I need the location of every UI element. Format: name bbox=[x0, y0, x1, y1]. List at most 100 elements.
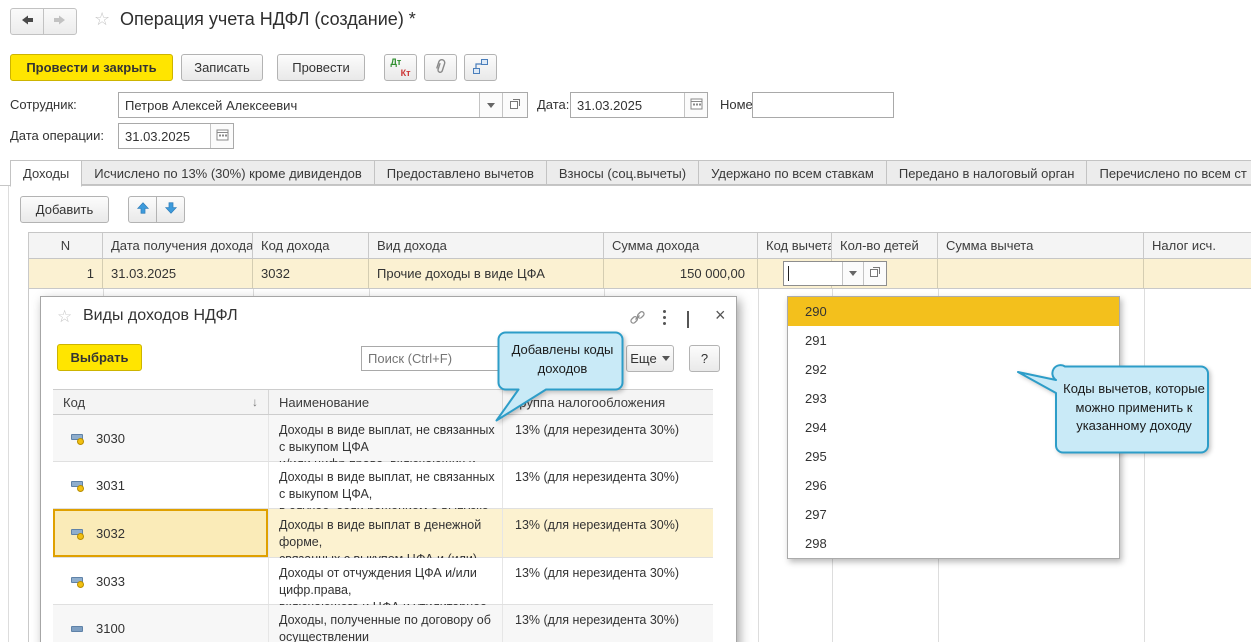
operation-date-label: Дата операции: bbox=[10, 128, 104, 143]
date-field bbox=[570, 92, 708, 118]
col-tax-calculated: Налог исч. bbox=[1152, 238, 1216, 253]
dropdown-item[interactable]: 291 bbox=[805, 333, 827, 348]
cell-n: 1 bbox=[29, 259, 103, 288]
arrow-up-icon bbox=[136, 201, 150, 218]
add-row-button[interactable]: Добавить bbox=[20, 196, 109, 223]
cell-tax-calculated bbox=[1144, 259, 1251, 288]
dropdown-item[interactable]: 294 bbox=[805, 420, 827, 435]
tab-incomes[interactable]: Доходы bbox=[10, 160, 83, 187]
name-cell: Доходы, полученные по договору об осущес… bbox=[269, 605, 503, 642]
income-type-row[interactable]: 3100 Доходы, полученные по договору об о… bbox=[53, 605, 713, 642]
name-cell: Доходы от отчуждения ЦФА и/или цифр.прав… bbox=[269, 558, 503, 631]
forward-button[interactable] bbox=[43, 8, 77, 35]
cell-income-amount: 150 000,00 bbox=[604, 259, 758, 288]
structure-icon bbox=[472, 58, 489, 78]
back-button[interactable] bbox=[10, 8, 44, 35]
income-type-row-selected[interactable]: 3032 Доходы в виде выплат в денежной фор… bbox=[53, 509, 713, 583]
paperclip-icon bbox=[433, 58, 448, 78]
attachments-button[interactable] bbox=[424, 54, 457, 81]
number-field bbox=[752, 92, 894, 118]
employee-open-button[interactable] bbox=[502, 93, 527, 117]
more-button[interactable]: Еще bbox=[626, 345, 674, 372]
maximize-icon[interactable] bbox=[687, 311, 689, 328]
col-deduction-amount: Сумма вычета bbox=[938, 233, 1144, 258]
income-table-header: N Дата получения дохода Код дохода Вид д… bbox=[29, 232, 1251, 259]
post-button[interactable]: Провести bbox=[277, 54, 365, 81]
dropdown-item[interactable]: 295 bbox=[805, 449, 827, 464]
deduction-code-input[interactable] bbox=[784, 262, 842, 285]
tab-transferred-to-tax[interactable]: Передано в налоговый орган bbox=[885, 160, 1088, 185]
maximize-box bbox=[687, 311, 689, 328]
open-icon bbox=[509, 98, 521, 113]
favorite-star-icon[interactable]: ☆ bbox=[57, 307, 73, 326]
move-down-button[interactable] bbox=[156, 196, 185, 223]
employee-label: Сотрудник: bbox=[10, 97, 77, 112]
income-type-row[interactable]: 3033 Доходы от отчуждения ЦФА и/или цифр… bbox=[53, 558, 713, 631]
list-item-icon bbox=[71, 432, 86, 445]
code-cell: 3031 bbox=[53, 462, 269, 508]
col-code[interactable]: Код ↓ bbox=[53, 390, 269, 414]
dtkt-button[interactable]: Дт Кт bbox=[384, 54, 417, 81]
tab-withheld[interactable]: Удержано по всем ставкам bbox=[698, 160, 887, 185]
date-input[interactable] bbox=[571, 93, 684, 117]
income-table: N Дата получения дохода Код дохода Вид д… bbox=[28, 232, 1251, 642]
cell-income-type: Прочие доходы в виде ЦФА bbox=[369, 259, 604, 288]
tab-calculated-13[interactable]: Исчислено по 13% (30%) кроме дивидендов bbox=[81, 160, 375, 185]
tabbar-divider bbox=[0, 185, 1251, 186]
cell-children-count bbox=[832, 259, 938, 288]
col-name[interactable]: Наименование bbox=[269, 390, 503, 414]
number-input[interactable] bbox=[753, 93, 893, 117]
col-code-label: Код bbox=[63, 394, 86, 410]
select-button[interactable]: Выбрать bbox=[57, 344, 142, 371]
income-types-modal: ☆ Виды доходов НДФЛ × Выбрать Еще ? Код … bbox=[40, 296, 737, 642]
page-title: Операция учета НДФЛ (создание) * bbox=[120, 9, 416, 29]
col-income-type: Вид дохода bbox=[369, 233, 604, 258]
operation-date-calendar-button[interactable] bbox=[210, 124, 233, 148]
text-caret bbox=[788, 266, 789, 281]
col-n: N bbox=[29, 233, 103, 258]
related-documents-button[interactable] bbox=[464, 54, 497, 81]
col-income-amount: Сумма дохода bbox=[604, 233, 758, 258]
income-type-row[interactable]: 3031 Доходы в виде выплат, не связанных … bbox=[53, 462, 713, 535]
link-icon[interactable] bbox=[629, 309, 646, 329]
favorite-star-icon[interactable]: ☆ bbox=[94, 9, 111, 29]
cell-income-code: 3032 bbox=[253, 259, 369, 288]
close-icon[interactable]: × bbox=[715, 305, 726, 325]
dropdown-item[interactable]: 296 bbox=[805, 478, 827, 493]
list-item-icon bbox=[71, 479, 86, 492]
code-cell: 3033 bbox=[53, 558, 269, 604]
col-income-date: Дата получения дохода bbox=[103, 233, 253, 258]
help-button[interactable]: ? bbox=[689, 345, 720, 372]
group-cell: 13% (для нерезидента 30%) bbox=[515, 518, 680, 532]
employee-field bbox=[118, 92, 528, 118]
tab-contributions[interactable]: Взносы (соц.вычеты) bbox=[545, 160, 700, 185]
deduction-code-dropdown-button[interactable] bbox=[842, 262, 863, 285]
income-codes-callout-bubble bbox=[495, 331, 624, 422]
back-arrow-icon bbox=[19, 12, 35, 31]
move-up-button[interactable] bbox=[128, 196, 157, 223]
more-button-label: Еще bbox=[630, 351, 657, 366]
deduction-code-open-button[interactable] bbox=[863, 262, 886, 285]
code-cell: 3100 bbox=[53, 605, 269, 642]
dropdown-item[interactable]: 293 bbox=[805, 391, 827, 406]
tab-deductions-provided[interactable]: Предоставлено вычетов bbox=[373, 160, 547, 185]
write-button[interactable]: Записать bbox=[181, 54, 263, 81]
deduction-codes-callout-bubble bbox=[1017, 364, 1209, 454]
col-tax-group[interactable]: Группа налогообложения bbox=[513, 394, 666, 410]
employee-dropdown-button[interactable] bbox=[479, 93, 502, 117]
list-item-icon bbox=[71, 622, 86, 635]
more-menu-icon[interactable] bbox=[663, 310, 666, 325]
forward-arrow-icon bbox=[52, 12, 68, 31]
dropdown-item[interactable]: 298 bbox=[805, 536, 827, 551]
date-calendar-button[interactable] bbox=[684, 93, 707, 117]
dropdown-item[interactable]: 290 bbox=[788, 297, 1119, 326]
operation-date-input[interactable] bbox=[119, 124, 210, 148]
tab-remitted[interactable]: Перечислено по всем ст bbox=[1086, 160, 1251, 185]
post-and-close-button[interactable]: Провести и закрыть bbox=[10, 54, 173, 81]
dropdown-item[interactable]: 292 bbox=[805, 362, 827, 377]
sort-desc-icon: ↓ bbox=[252, 395, 258, 409]
employee-input[interactable] bbox=[119, 93, 479, 117]
income-table-row[interactable]: 1 31.03.2025 3032 Прочие доходы в виде Ц… bbox=[29, 259, 1251, 289]
dropdown-item[interactable]: 297 bbox=[805, 507, 827, 522]
group-cell: 13% (для нерезидента 30%) bbox=[515, 470, 680, 484]
